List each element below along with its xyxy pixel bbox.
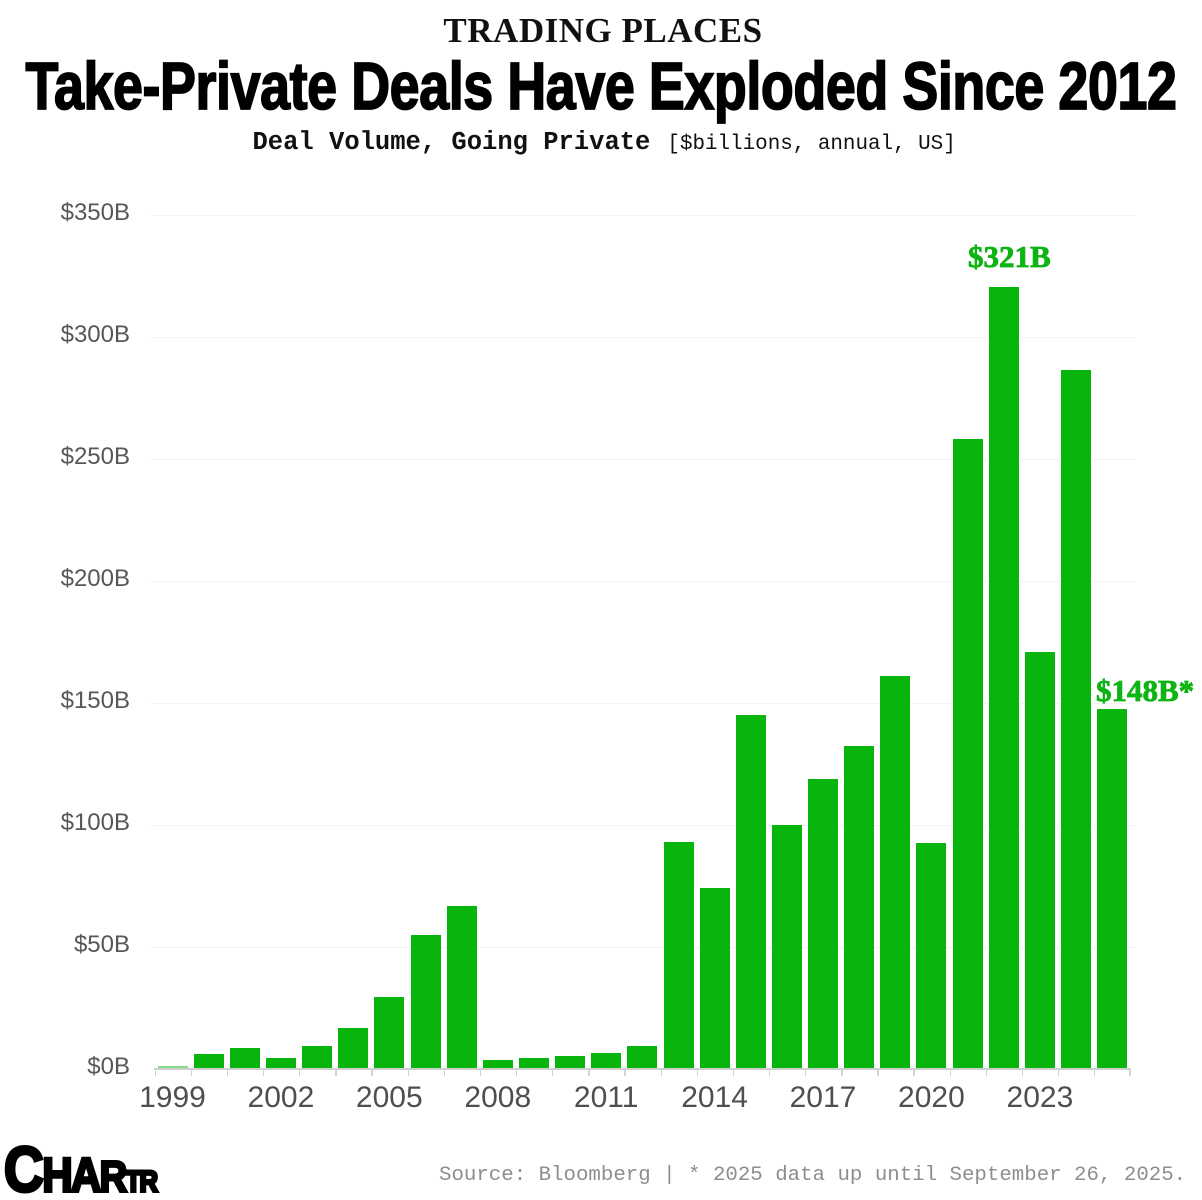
svg-text:CHARTR: CHARTR <box>4 1144 158 1198</box>
